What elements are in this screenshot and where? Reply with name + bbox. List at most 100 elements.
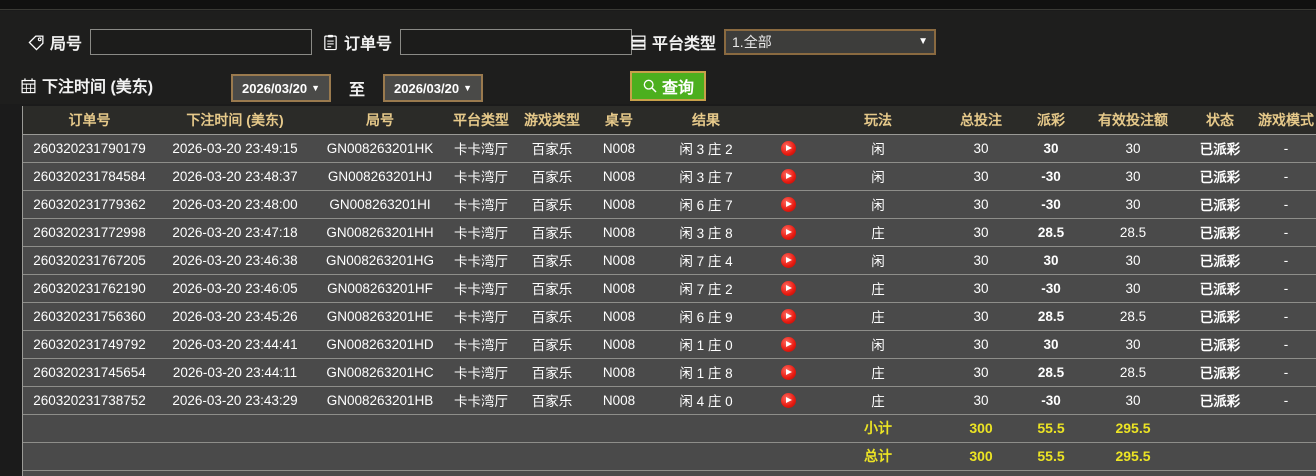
cell-game-no: GN008263201HI (314, 190, 446, 219)
cell-replay[interactable] (762, 358, 814, 387)
table-row[interactable]: 260320231779362 2026-03-20 23:48:00 GN0082… (23, 190, 1316, 219)
col-game-mode[interactable]: 游戏模式 (1256, 106, 1316, 135)
cell-bet-type: 闲 (814, 162, 942, 191)
cell-total-bet: 30 (942, 190, 1020, 219)
play-icon[interactable] (780, 168, 796, 184)
cell-game-type: 百家乐 (516, 218, 588, 247)
table-row[interactable]: 260320231784584 2026-03-20 23:48:37 GN0082… (23, 162, 1316, 191)
cell-replay[interactable] (762, 162, 814, 191)
clipboard-icon (322, 34, 339, 51)
cell-bet-type: 庄 (814, 386, 942, 415)
platform-type-select[interactable]: 1.全部 ▼ (724, 29, 937, 55)
col-result[interactable]: 结果 (650, 106, 762, 135)
cell-replay[interactable] (762, 274, 814, 303)
cell-order-no: 260320231779362 (23, 190, 156, 219)
cell-total-bet: 30 (942, 358, 1020, 387)
blank-cell (314, 470, 446, 476)
table-row[interactable]: 260320231790179 2026-03-20 23:49:15 GN0082… (23, 134, 1316, 163)
play-icon[interactable] (780, 252, 796, 268)
cell-total-bet: 30 (942, 330, 1020, 359)
play-icon[interactable] (780, 196, 796, 212)
col-bet-time[interactable]: 下注时间 (美东) (156, 106, 314, 135)
filter-game-no-label-group: 局号 (28, 30, 82, 54)
table-row[interactable]: 260320231756360 2026-03-20 23:45:26 GN0082… (23, 302, 1316, 331)
cell-result: 闲 6 庄 7 (650, 190, 762, 219)
date-range-separator: 至 (349, 82, 366, 99)
table-row[interactable]: 260320231772998 2026-03-20 23:47:18 GN0082… (23, 218, 1316, 247)
play-icon[interactable] (780, 280, 796, 296)
cell-result: 闲 6 庄 9 (650, 302, 762, 331)
chevron-down-icon: ▼ (918, 36, 929, 47)
cell-replay[interactable] (762, 190, 814, 219)
play-icon[interactable] (780, 336, 796, 352)
cell-replay[interactable] (762, 134, 814, 163)
table-row[interactable]: 260320231738752 2026-03-20 23:43:29 GN0082… (23, 386, 1316, 415)
date-to-picker[interactable]: 2026/03/20 ▼ (383, 74, 484, 102)
cell-table-no: N008 (588, 386, 650, 415)
cell-game-type: 百家乐 (516, 134, 588, 163)
table-blank-row (23, 470, 1316, 476)
table-row[interactable]: 260320231762190 2026-03-20 23:46:05 GN0082… (23, 274, 1316, 303)
col-replay (762, 106, 814, 135)
cell-game-mode: - (1256, 386, 1316, 415)
table-row[interactable]: 260320231745654 2026-03-20 23:44:11 GN0082… (23, 358, 1316, 387)
cell-bet-time: 2026-03-20 23:48:00 (156, 190, 314, 219)
col-total-bet[interactable]: 总投注 (942, 106, 1020, 135)
date-from-picker[interactable]: 2026/03/20 ▼ (231, 74, 331, 102)
cell-game-type: 百家乐 (516, 190, 588, 219)
cell-payout: -30 (1020, 386, 1082, 415)
blank-cell (156, 470, 314, 476)
cell-game-type: 百家乐 (516, 358, 588, 387)
orders-table-wrap[interactable]: 订单号 下注时间 (美东) 局号 平台类型 游戏类型 桌号 结果 玩法 总投注 … (22, 106, 1316, 476)
play-icon[interactable] (780, 140, 796, 156)
filter-game-no: 局号 (28, 29, 313, 55)
cell-replay[interactable] (762, 218, 814, 247)
blank-cell (942, 470, 1020, 476)
filter-bet-time-label-group: 下注时间 (美东) (20, 73, 153, 97)
search-icon (642, 78, 659, 95)
cell-game-mode: - (1256, 190, 1316, 219)
cell-table-no: N008 (588, 274, 650, 303)
col-platform[interactable]: 平台类型 (446, 106, 516, 135)
summary-empty-cell (650, 442, 762, 471)
cell-result: 闲 1 庄 0 (650, 330, 762, 359)
col-order-no[interactable]: 订单号 (23, 106, 156, 135)
blank-cell (588, 470, 650, 476)
summary-total-bet: 300 (942, 442, 1020, 471)
col-status[interactable]: 状态 (1184, 106, 1256, 135)
cell-table-no: N008 (588, 190, 650, 219)
cell-replay[interactable] (762, 386, 814, 415)
cell-platform: 卡卡湾厅 (446, 274, 516, 303)
cell-platform: 卡卡湾厅 (446, 218, 516, 247)
col-valid-bet[interactable]: 有效投注额 (1082, 106, 1184, 135)
col-game-type[interactable]: 游戏类型 (516, 106, 588, 135)
cell-total-bet: 30 (942, 162, 1020, 191)
cell-bet-time: 2026-03-20 23:49:15 (156, 134, 314, 163)
cell-result: 闲 7 庄 4 (650, 246, 762, 275)
cell-replay[interactable] (762, 302, 814, 331)
table-row[interactable]: 260320231749792 2026-03-20 23:44:41 GN0082… (23, 330, 1316, 359)
play-icon[interactable] (780, 392, 796, 408)
play-icon[interactable] (780, 224, 796, 240)
order-no-input[interactable] (400, 29, 633, 55)
cell-order-no: 260320231790179 (23, 134, 156, 163)
cell-game-no: GN008263201HG (314, 246, 446, 275)
cell-game-type: 百家乐 (516, 302, 588, 331)
cell-game-no: GN008263201HE (314, 302, 446, 331)
cell-replay[interactable] (762, 330, 814, 359)
play-icon[interactable] (780, 308, 796, 324)
col-table-no[interactable]: 桌号 (588, 106, 650, 135)
cell-status: 已派彩 (1184, 358, 1256, 387)
play-icon[interactable] (780, 364, 796, 380)
game-no-input[interactable] (90, 29, 313, 55)
table-row[interactable]: 260320231767205 2026-03-20 23:46:38 GN0082… (23, 246, 1316, 275)
col-payout[interactable]: 派彩 (1020, 106, 1082, 135)
cell-replay[interactable] (762, 246, 814, 275)
date-from-value: 2026/03/20 (242, 80, 308, 96)
cell-game-no: GN008263201HK (314, 134, 446, 163)
col-bet-type[interactable]: 玩法 (814, 106, 942, 135)
col-game-no[interactable]: 局号 (314, 106, 446, 135)
query-button[interactable]: 查询 (630, 71, 707, 101)
cell-game-mode: - (1256, 134, 1316, 163)
cell-status: 已派彩 (1184, 190, 1256, 219)
